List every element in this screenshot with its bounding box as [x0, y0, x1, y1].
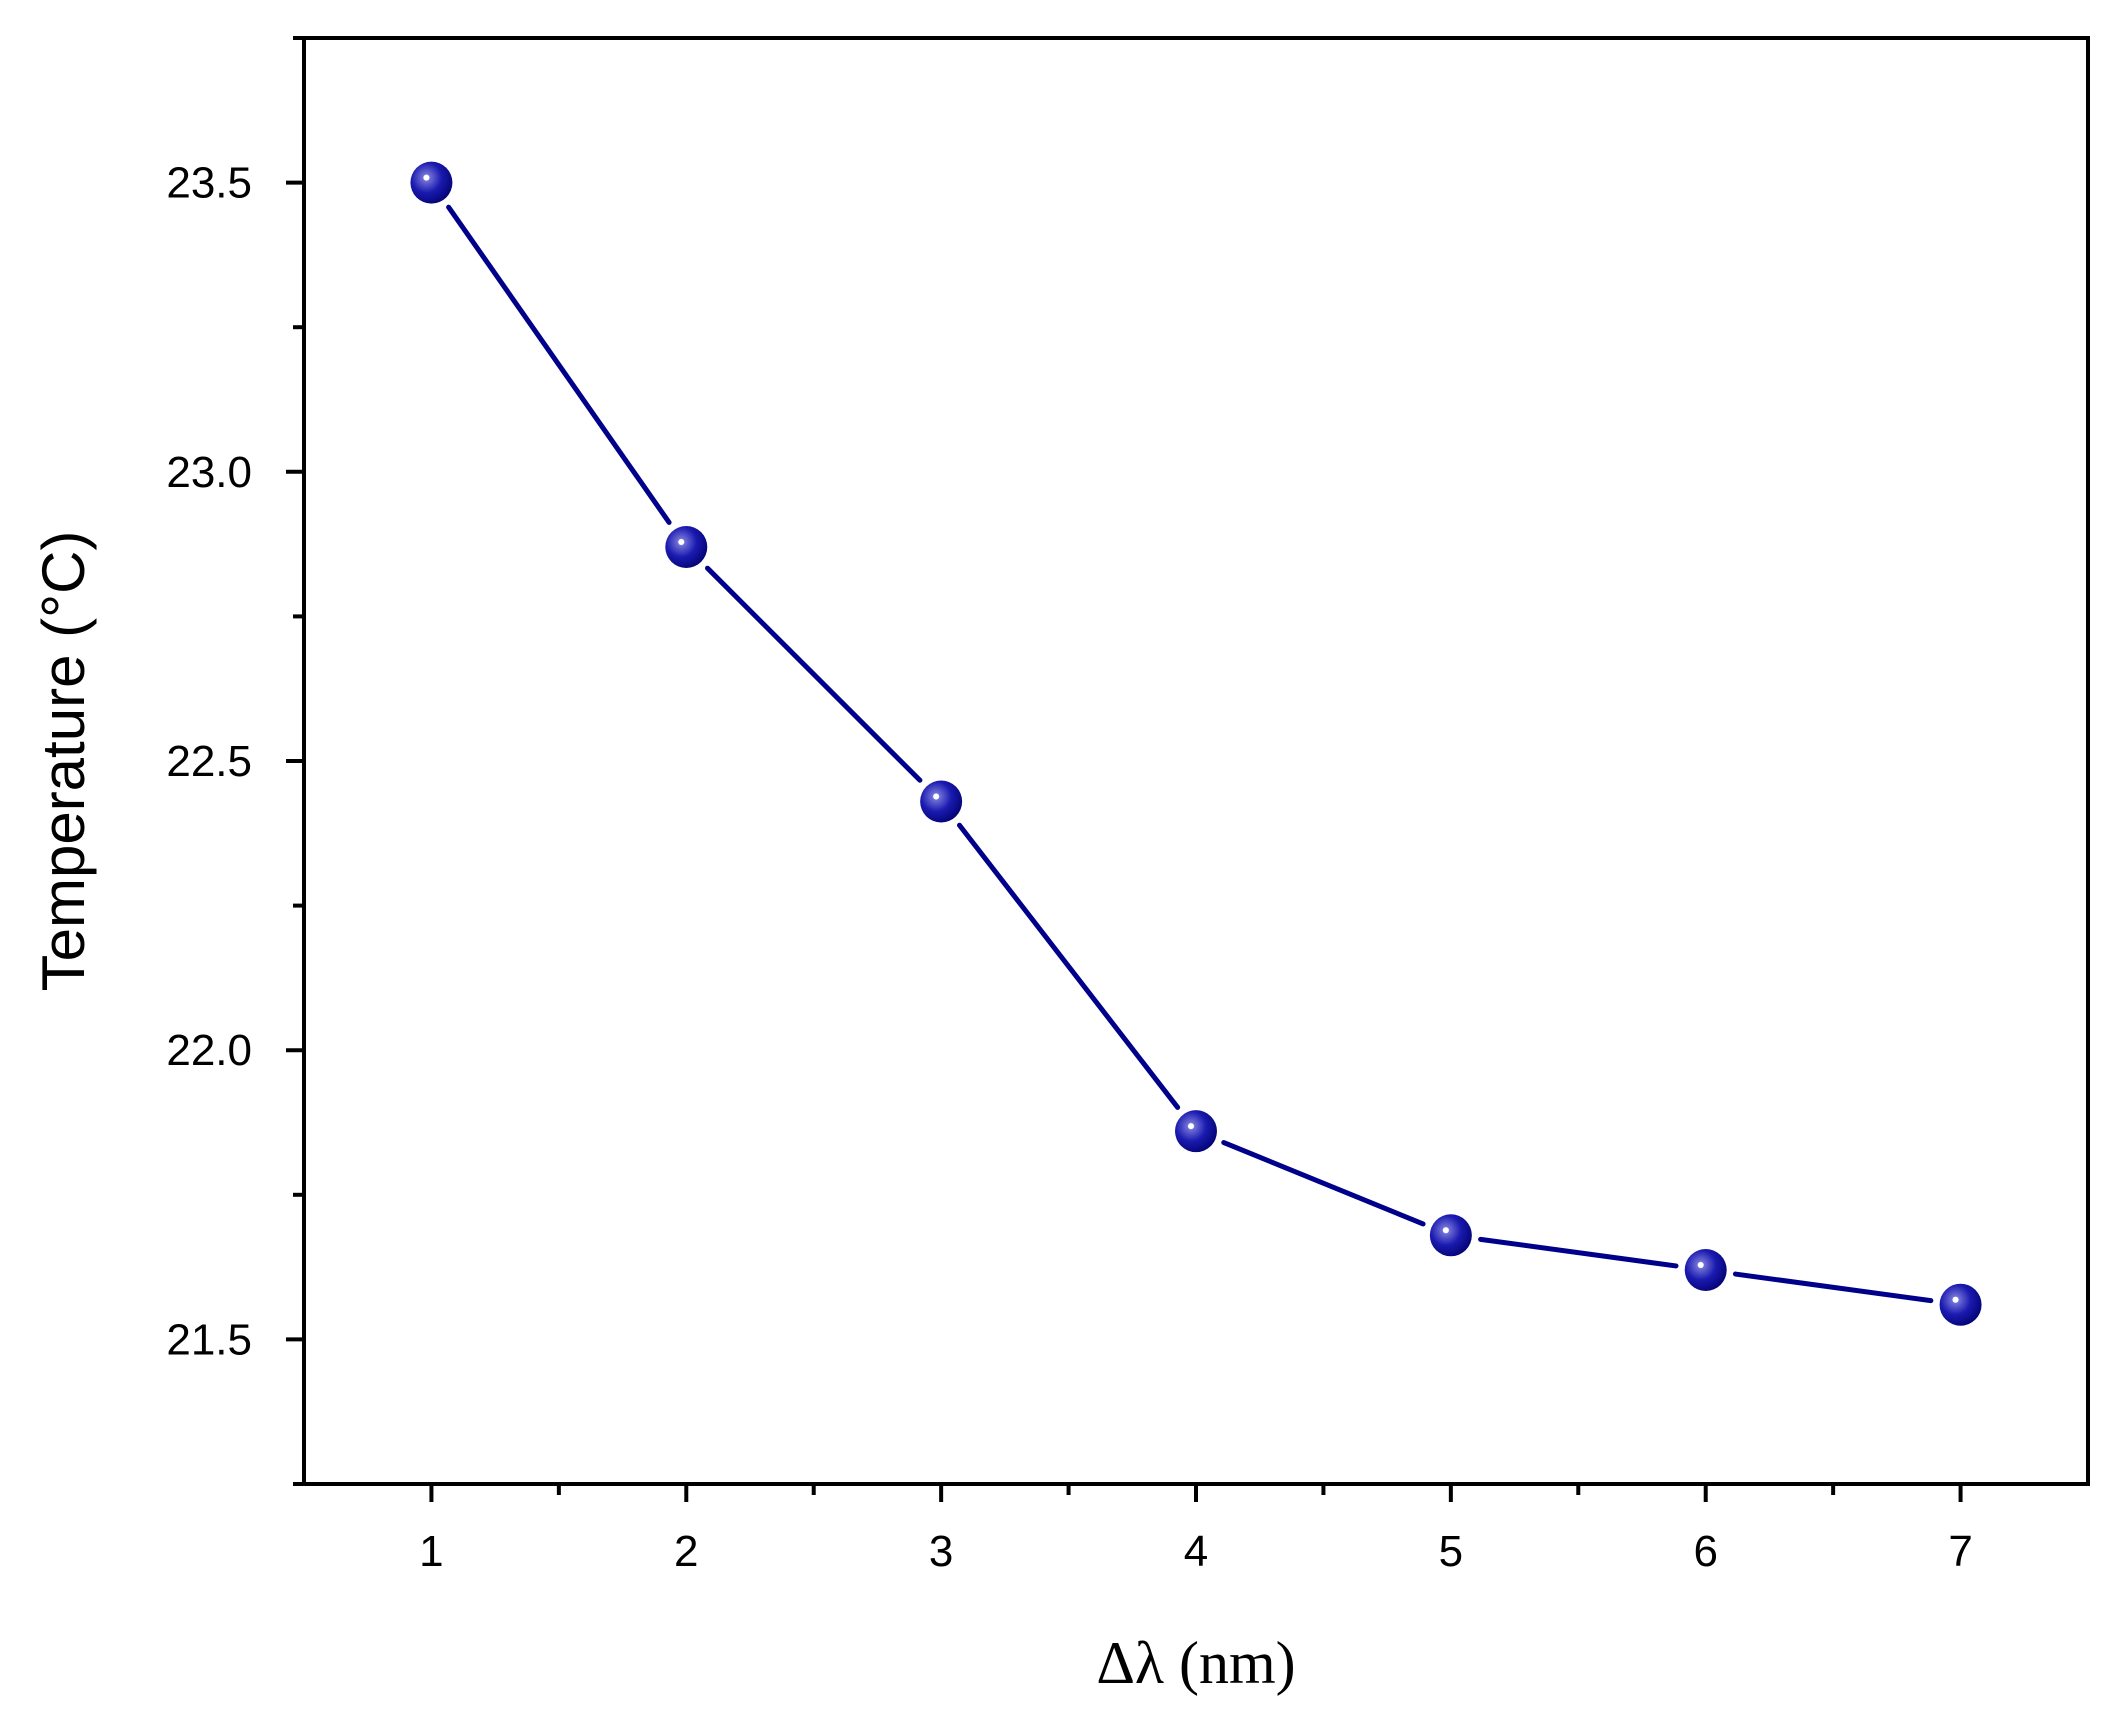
- x-tick-label: 6: [1693, 1527, 1717, 1576]
- data-point-highlight: [423, 174, 430, 181]
- series-line-layer: [446, 204, 1934, 1304]
- data-point: [1429, 1214, 1472, 1257]
- data-point-highlight: [1697, 1261, 1704, 1268]
- data-point-highlight: [678, 538, 685, 545]
- y-tick-label: 22.0: [166, 1026, 252, 1075]
- x-axis: 1 2 3 4 5 6 7: [419, 1484, 1973, 1576]
- data-point: [1175, 1110, 1217, 1153]
- y-tick-label: 23.5: [166, 159, 252, 208]
- series-points-layer: [410, 161, 1982, 1326]
- data-point-highlight: [1188, 1123, 1194, 1130]
- data-point: [1684, 1248, 1727, 1291]
- x-tick-label: 5: [1439, 1527, 1463, 1576]
- plot-frame: [302, 36, 2090, 1486]
- y-tick-label: 22.5: [166, 737, 252, 786]
- y-axis-title: Temperature (°C): [30, 531, 97, 992]
- x-tick-label: 7: [1948, 1527, 1972, 1576]
- data-point: [410, 161, 453, 204]
- data-point-highlight: [1952, 1296, 1959, 1303]
- data-point: [1939, 1283, 1982, 1326]
- series-segment: [705, 565, 923, 783]
- y-axis: 21.5 22.0 22.5 23.0 23.5: [166, 36, 304, 1486]
- data-point-highlight: [933, 793, 940, 800]
- series-segment: [956, 822, 1181, 1110]
- y-tick-label: 23.0: [166, 448, 252, 497]
- data-point: [665, 525, 708, 568]
- x-tick-label: 1: [419, 1527, 443, 1576]
- series-segment: [1478, 1236, 1679, 1269]
- data-point: [920, 780, 963, 823]
- series-segment: [1221, 1140, 1426, 1227]
- x-tick-label: 4: [1184, 1527, 1208, 1576]
- x-axis-title: Δλ (nm): [1096, 1630, 1295, 1696]
- data-point-highlight: [1442, 1227, 1449, 1234]
- y-tick-label: 21.5: [166, 1315, 252, 1364]
- series-segment: [1732, 1271, 1934, 1304]
- series-segment: [446, 204, 672, 525]
- x-tick-label: 3: [929, 1527, 953, 1576]
- x-tick-label: 2: [674, 1527, 698, 1576]
